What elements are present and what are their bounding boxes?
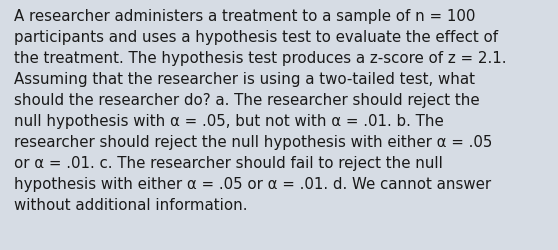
Text: A researcher administers a treatment to a sample of n = 100
participants and use: A researcher administers a treatment to …: [14, 9, 507, 212]
